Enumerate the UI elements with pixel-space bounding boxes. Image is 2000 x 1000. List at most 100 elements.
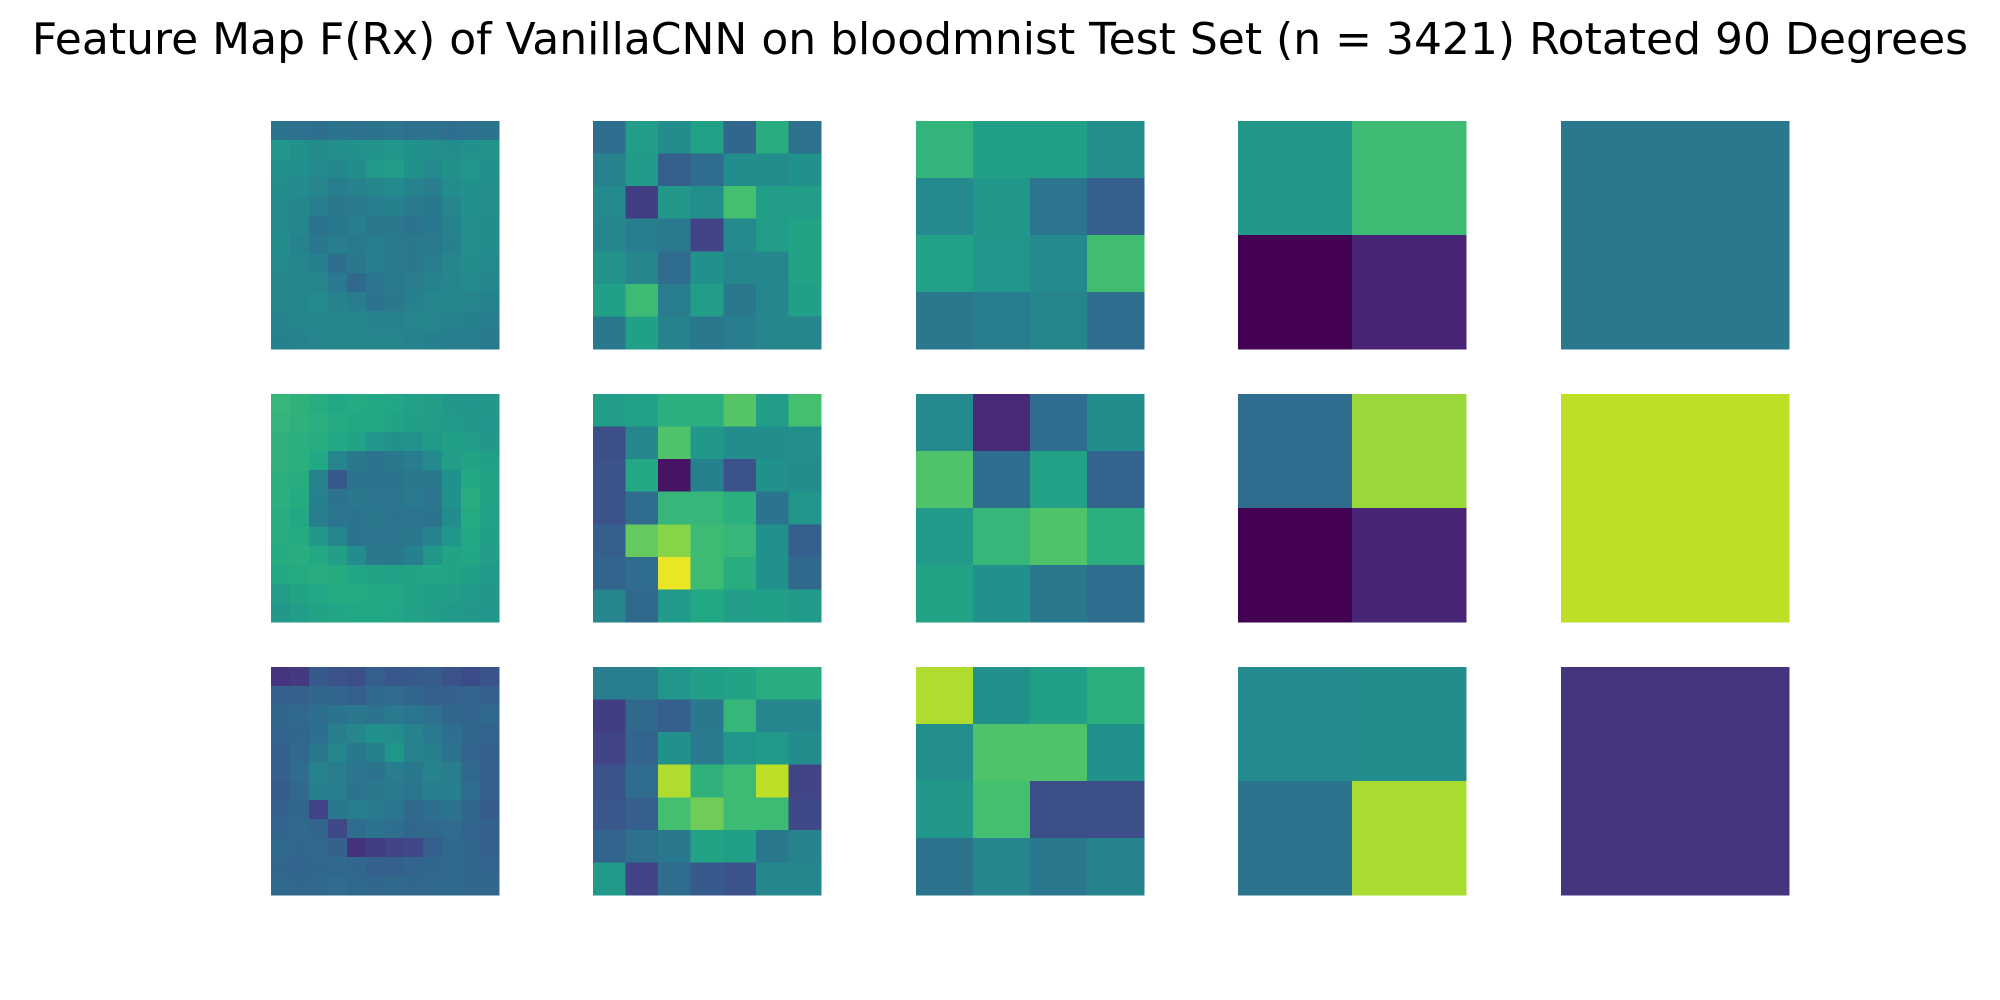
- heatmap-cell: [423, 394, 443, 414]
- heatmap-cell: [290, 273, 310, 293]
- heatmap-cell: [755, 251, 790, 285]
- heatmap-cell: [625, 251, 659, 285]
- heatmap-cell: [916, 667, 974, 725]
- heatmap-cell: [347, 413, 367, 433]
- heatmap-cell: [658, 218, 692, 252]
- heatmap-cell: [385, 762, 405, 782]
- heatmap-cell: [423, 197, 443, 217]
- heatmap-cell: [690, 732, 724, 766]
- heatmap-cell: [347, 432, 367, 452]
- heatmap-cell: [480, 743, 500, 763]
- heatmap-cell: [442, 705, 462, 725]
- heatmap-cell: [309, 121, 329, 141]
- heatmap-cell: [1030, 394, 1088, 452]
- heatmap-cell: [755, 316, 790, 350]
- heatmap-panel-r1-c2: [593, 121, 822, 350]
- heatmap-cell: [271, 178, 291, 198]
- heatmap-cell: [423, 292, 443, 312]
- heatmap-cell: [328, 432, 348, 452]
- heatmap-cell: [309, 292, 329, 312]
- heatmap-cell: [366, 508, 386, 528]
- heatmap-cell: [366, 838, 386, 858]
- heatmap-cell: [480, 724, 500, 744]
- heatmap-cell: [593, 797, 627, 831]
- heatmap-cell: [366, 686, 386, 706]
- heatmap-cell: [480, 565, 500, 585]
- heatmap-cell: [423, 667, 443, 687]
- heatmap-cell: [366, 565, 386, 585]
- heatmap-cell: [347, 235, 367, 255]
- heatmap-cell: [404, 159, 424, 179]
- heatmap-cell: [309, 489, 329, 509]
- heatmap-cell: [788, 426, 822, 460]
- heatmap-cell: [755, 667, 790, 701]
- heatmap-cell: [442, 857, 462, 877]
- heatmap-cell: [271, 762, 291, 782]
- heatmap-cell: [328, 838, 348, 858]
- heatmap-cell: [442, 819, 462, 839]
- heatmap-cell: [271, 800, 291, 820]
- heatmap-cell: [755, 459, 790, 493]
- heatmap-cell: [404, 800, 424, 820]
- heatmap-cell: [788, 153, 822, 187]
- heatmap-cell: [423, 584, 443, 604]
- heatmap-cell: [1030, 781, 1088, 839]
- heatmap-cell: [442, 603, 462, 623]
- heatmap-cell: [290, 800, 310, 820]
- heatmap-cell: [723, 316, 757, 350]
- heatmap-cell: [480, 781, 500, 801]
- heatmap-cell: [690, 251, 724, 285]
- heatmap-cell: [290, 178, 310, 198]
- heatmap-cell: [480, 273, 500, 293]
- heatmap-cell: [404, 527, 424, 547]
- heatmap-cell: [385, 565, 405, 585]
- heatmap-cell: [423, 565, 443, 585]
- heatmap-cell: [328, 603, 348, 623]
- heatmap-cell: [385, 819, 405, 839]
- heatmap-cell: [625, 732, 659, 766]
- heatmap-cell: [366, 292, 386, 312]
- heatmap-cell: [290, 819, 310, 839]
- heatmap-cell: [404, 857, 424, 877]
- heatmap-cell: [973, 565, 1031, 623]
- heatmap-cell: [290, 413, 310, 433]
- heatmap-cell: [271, 254, 291, 274]
- heatmap-cell: [461, 584, 481, 604]
- heatmap-cell: [480, 800, 500, 820]
- heatmap-cell: [480, 857, 500, 877]
- heatmap-panel-r3-c3: [916, 667, 1145, 896]
- heatmap-panel-r3-c5: [1561, 667, 1790, 896]
- heatmap-cell: [788, 862, 822, 896]
- heatmap-cell: [658, 316, 692, 350]
- heatmap-cell: [1087, 508, 1145, 566]
- heatmap-cell: [385, 254, 405, 274]
- heatmap-cell: [347, 394, 367, 414]
- heatmap-cell: [593, 699, 627, 733]
- heatmap-cell: [593, 121, 627, 155]
- heatmap-cell: [755, 218, 790, 252]
- heatmap-cell: [916, 292, 974, 350]
- heatmap-cell: [480, 705, 500, 725]
- heatmap-cell: [690, 797, 724, 831]
- heatmap-cell: [423, 686, 443, 706]
- heatmap-cell: [271, 667, 291, 687]
- heatmap-cell: [461, 432, 481, 452]
- heatmap-cell: [658, 251, 692, 285]
- heatmap-cell: [309, 603, 329, 623]
- heatmap-cell: [347, 489, 367, 509]
- heatmap-cell: [328, 667, 348, 687]
- heatmap-cell: [366, 197, 386, 217]
- heatmap-cell: [973, 235, 1031, 293]
- heatmap-cell: [423, 470, 443, 490]
- heatmap-cell: [366, 178, 386, 198]
- heatmap-cell: [271, 781, 291, 801]
- heatmap-cell: [404, 413, 424, 433]
- heatmap-cell: [347, 705, 367, 725]
- heatmap-cell: [723, 732, 757, 766]
- heatmap-cell: [442, 800, 462, 820]
- heatmap-cell: [423, 819, 443, 839]
- heatmap-cell: [290, 489, 310, 509]
- heatmap-cell: [271, 292, 291, 312]
- heatmap-cell: [1238, 121, 1353, 236]
- heatmap-cell: [442, 432, 462, 452]
